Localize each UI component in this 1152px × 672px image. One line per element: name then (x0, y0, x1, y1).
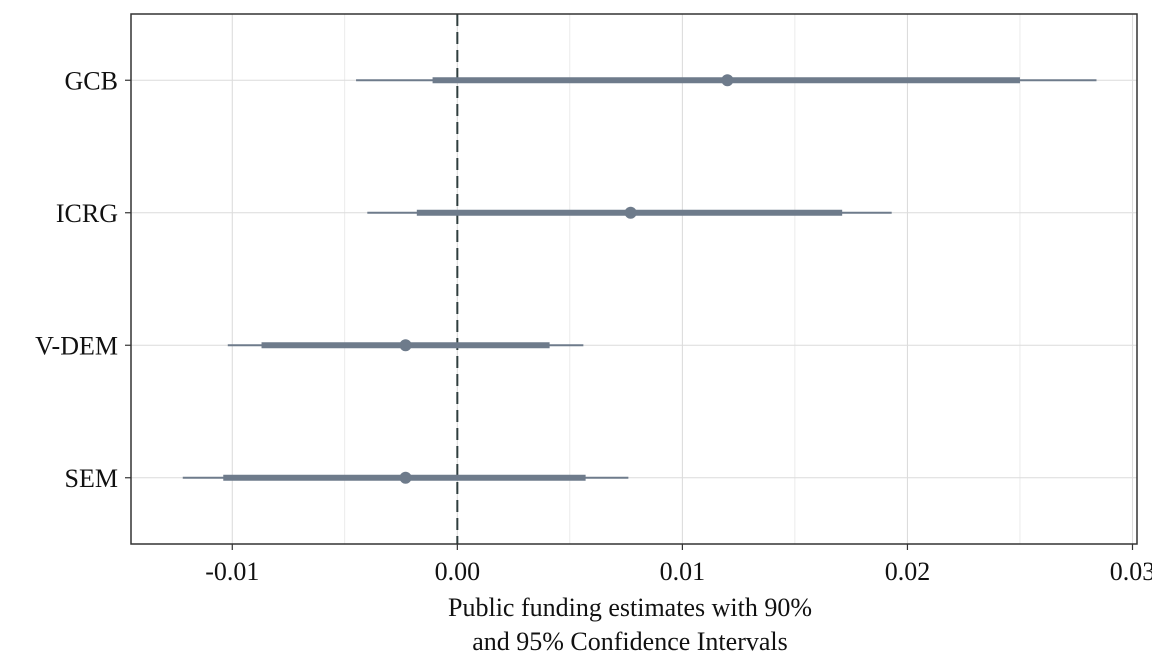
estimate-point-icrg (624, 206, 637, 219)
estimate-point-gcb (721, 74, 734, 87)
estimate-point-sem (399, 471, 412, 484)
y-tick-label: ICRG (56, 199, 118, 228)
y-tick-label: SEM (65, 464, 118, 493)
x-tick-label: -0.01 (205, 557, 259, 586)
panel-border (130, 13, 1138, 545)
y-tick-label: V-DEM (35, 331, 118, 360)
grid-lines (131, 14, 1137, 544)
y-tick-label: GCB (65, 66, 118, 95)
y-axis: GCB ICRG V-DEM SEM (35, 66, 131, 493)
x-tick-label: 0.02 (885, 557, 931, 586)
estimate-point-v-dem (399, 339, 412, 352)
confidence-intervals (182, 74, 1097, 484)
x-axis-title-line-2: and 95% Confidence Intervals (472, 627, 788, 656)
x-tick-label: 0.01 (660, 557, 706, 586)
x-axis-title-line-1: Public funding estimates with 90% (448, 593, 812, 622)
x-tick-label: 0.00 (435, 557, 481, 586)
x-tick-label: 0.03 (1110, 557, 1152, 586)
x-axis: -0.01 0.00 0.01 0.02 0.03 (205, 544, 1152, 586)
